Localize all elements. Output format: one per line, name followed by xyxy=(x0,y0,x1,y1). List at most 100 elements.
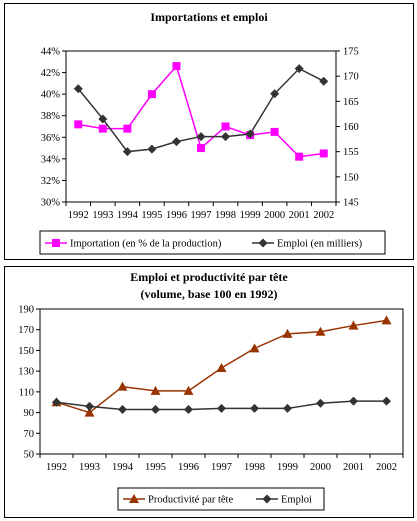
y-left-tick-label: 42% xyxy=(41,68,61,79)
data-point xyxy=(283,403,292,413)
x-tick-label: 2002 xyxy=(313,210,334,221)
data-point xyxy=(216,363,227,373)
y-tick-label: 130 xyxy=(18,367,34,378)
data-point xyxy=(117,381,128,391)
data-point xyxy=(118,404,127,414)
x-tick-label: 2001 xyxy=(289,210,310,221)
y-right-tick-label: 155 xyxy=(343,147,359,158)
x-tick-label: 1993 xyxy=(79,462,100,473)
data-point xyxy=(150,385,161,395)
data-point xyxy=(85,401,94,411)
data-point xyxy=(295,152,304,161)
x-tick-label: 1999 xyxy=(240,210,261,221)
data-point xyxy=(217,403,226,413)
x-tick-label: 1996 xyxy=(178,462,199,473)
y-tick-label: 50 xyxy=(24,450,35,461)
data-point xyxy=(319,149,328,158)
data-point xyxy=(147,90,156,99)
y-tick-label: 70 xyxy=(24,429,35,440)
legend-marker xyxy=(258,238,268,248)
y-tick-label: 110 xyxy=(19,387,34,398)
data-point xyxy=(84,407,95,417)
legend-label: Emploi xyxy=(281,495,312,506)
x-tick-label: 1997 xyxy=(191,210,212,221)
y-left-tick-label: 32% xyxy=(41,176,61,187)
data-point xyxy=(122,147,132,157)
y-right-tick-label: 170 xyxy=(343,72,359,83)
legend-box xyxy=(117,487,325,511)
data-point xyxy=(319,76,329,86)
legend-marker xyxy=(52,239,60,247)
data-point xyxy=(221,132,231,142)
x-tick-label: 1992 xyxy=(46,462,67,473)
x-tick-label: 2002 xyxy=(376,462,397,473)
y-left-tick-label: 30% xyxy=(41,198,61,209)
data-point xyxy=(249,343,260,353)
y-tick-label: 90 xyxy=(24,408,35,419)
chart-employment-productivity: 50 70 90 110 130 150 170 190 1992 1993 1994 1995 199… xyxy=(18,305,404,511)
legend-marker xyxy=(129,494,139,503)
legend-marker xyxy=(262,494,272,504)
x-tick-label: 1992 xyxy=(68,210,89,221)
legend-label: Emploi (en milliers) xyxy=(277,239,363,250)
x-tick-label: 1993 xyxy=(92,210,113,221)
data-point xyxy=(348,320,359,330)
data-point xyxy=(171,137,181,147)
y-left-tick-label: 36% xyxy=(41,133,61,144)
y-right-tick-label: 175 xyxy=(343,47,359,58)
x-tick-label: 1996 xyxy=(166,210,187,221)
chart-title: Emploi et productivité par tête xyxy=(130,270,288,284)
x-tick-label: 2000 xyxy=(264,210,285,221)
data-point xyxy=(151,404,160,414)
x-tick-label: 1994 xyxy=(117,210,139,221)
x-tick-label: 1998 xyxy=(215,210,236,221)
y-tick-label: 170 xyxy=(18,325,34,336)
chart-subtitle: (volume, base 100 en 1992) xyxy=(140,287,278,301)
data-point xyxy=(294,64,304,74)
data-point xyxy=(197,144,205,153)
x-tick-label: 2001 xyxy=(343,462,364,473)
data-point xyxy=(196,132,206,142)
data-point xyxy=(73,84,83,94)
data-point xyxy=(183,385,194,395)
legend-label: Importation (en % de la production) xyxy=(70,239,222,250)
data-point xyxy=(52,397,61,407)
data-point xyxy=(123,124,132,133)
y-left-tick-label: 38% xyxy=(41,111,61,122)
data-point xyxy=(221,122,230,131)
y-left-tick-label: 40% xyxy=(41,90,61,101)
chart-panel-imports: Importations et emploi 30% 32% 34% 36% 38% 40… xyxy=(4,3,414,260)
x-tick-label: 1995 xyxy=(145,462,166,473)
x-tick-label: 1999 xyxy=(277,462,298,473)
x-tick-label: 1997 xyxy=(211,462,232,473)
chart-panel-productivity: Emploi et productivité par tête (volume,… xyxy=(4,266,414,518)
data-point xyxy=(98,114,108,124)
chart-title: Importations et emploi xyxy=(150,10,268,24)
y-right-tick-label: 165 xyxy=(343,97,359,108)
data-point xyxy=(316,398,325,408)
y-right-tick-label: 145 xyxy=(343,198,359,209)
x-tick-label: 1994 xyxy=(112,462,134,473)
data-point xyxy=(315,326,326,336)
x-tick-label: 1995 xyxy=(141,210,162,221)
data-point xyxy=(381,315,392,325)
data-point xyxy=(74,120,83,129)
data-point xyxy=(382,396,391,406)
chart-imports-employment: 30% 32% 34% 36% 38% 40% 42% 44% 145 150 155 160 165 1… xyxy=(39,47,386,255)
y-tick-label: 150 xyxy=(18,346,34,357)
y-left-tick-label: 44% xyxy=(41,47,61,58)
y-left-tick-label: 34% xyxy=(41,154,61,165)
x-tick-label: 1998 xyxy=(244,462,265,473)
data-point xyxy=(270,127,279,136)
data-point xyxy=(184,404,193,414)
data-point xyxy=(250,403,259,413)
y-right-tick-label: 150 xyxy=(343,172,359,183)
data-point xyxy=(245,129,255,139)
x-tick-label: 2000 xyxy=(310,462,331,473)
y-tick-label: 190 xyxy=(18,305,34,316)
data-point xyxy=(282,328,293,338)
data-point xyxy=(147,144,157,154)
legend-label: Productivité par tête xyxy=(148,495,233,506)
y-right-tick-label: 160 xyxy=(343,122,359,133)
data-point xyxy=(98,124,107,133)
